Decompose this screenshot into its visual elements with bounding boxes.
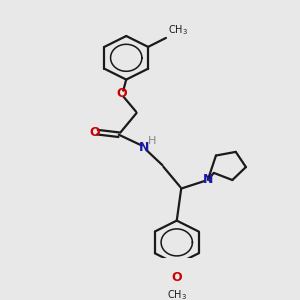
Text: O: O — [171, 271, 182, 284]
Text: CH$_3$: CH$_3$ — [168, 23, 188, 37]
Text: O: O — [89, 126, 100, 139]
Text: N: N — [203, 173, 213, 186]
Text: H: H — [148, 136, 157, 146]
Text: N: N — [139, 141, 149, 154]
Text: O: O — [116, 87, 127, 100]
Text: CH$_3$: CH$_3$ — [167, 288, 187, 300]
